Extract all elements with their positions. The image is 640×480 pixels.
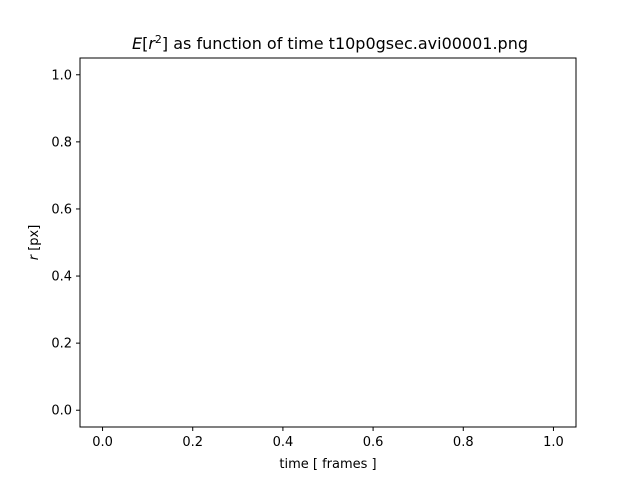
title-rest: ] as function of time t10p0gsec.avi00001…: [162, 34, 528, 53]
title-superscript: 2: [155, 33, 162, 46]
x-axis-label: time [ frames ]: [279, 457, 376, 472]
x-tick-label: 0.2: [182, 435, 203, 450]
y-tick-label: 1.0: [51, 68, 72, 83]
chart-title: E[r2] as function of time t10p0gsec.avi0…: [132, 33, 528, 53]
y-tick-label: 0.4: [51, 270, 72, 285]
x-tick-label: 0.6: [363, 435, 384, 450]
y-tick-label: 0.8: [51, 135, 72, 150]
y-axis-ticks: 0.0 0.2 0.4 0.6 0.8 1.0: [51, 68, 80, 419]
x-axis-ticks: 0.0 0.2 0.4 0.6 0.8 1.0: [92, 427, 564, 450]
y-axis-label: r [px]: [27, 225, 42, 261]
title-bracket: [: [142, 34, 148, 53]
y-tick-label: 0.0: [51, 404, 72, 419]
y-tick-label: 0.2: [51, 337, 72, 352]
x-tick-label: 1.0: [543, 435, 564, 450]
x-tick-label: 0.0: [92, 435, 113, 450]
plot-frame: [79, 57, 577, 428]
y-tick-label: 0.6: [51, 202, 72, 217]
title-expectation: E: [132, 34, 143, 53]
y-axis-label-unit: [px]: [27, 225, 42, 255]
y-axis-label-variable: r: [27, 253, 42, 260]
x-tick-label: 0.4: [273, 435, 294, 450]
title-variable: r: [148, 34, 156, 53]
x-tick-label: 0.8: [453, 435, 474, 450]
